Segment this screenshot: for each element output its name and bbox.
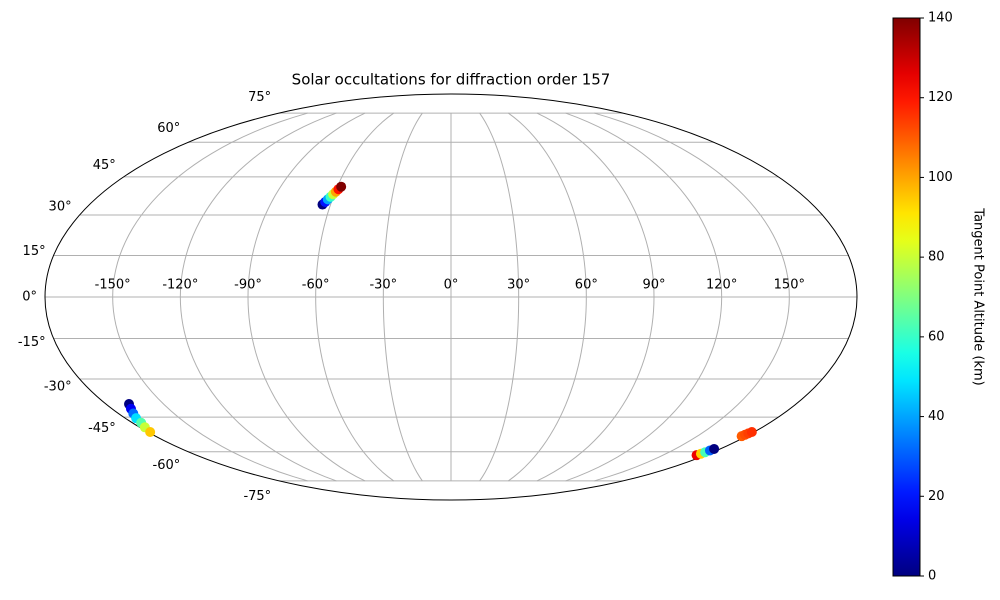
grid-line (507, 112, 587, 482)
x-tick-label: -150° (95, 278, 131, 293)
colorbar-tick-label: 0 (928, 569, 936, 584)
data-point (709, 443, 720, 454)
y-tick-label: 75° (248, 90, 271, 105)
y-tick-label: 45° (93, 158, 116, 173)
y-tick-label: -45° (88, 421, 116, 436)
colorbar-tick-label: 40 (928, 409, 945, 424)
x-tick-label: 30° (507, 278, 530, 293)
colorbar-tick-label: 140 (928, 11, 953, 26)
x-tick-label: -90° (234, 278, 262, 293)
x-tick-label: -30° (369, 278, 397, 293)
y-tick-label: 30° (49, 199, 72, 214)
x-tick-label: 120° (706, 278, 737, 293)
data-point (145, 426, 156, 437)
x-tick-label: -120° (162, 278, 198, 293)
grid-line (479, 112, 520, 482)
x-tick-label: 0° (444, 278, 459, 293)
grid-line (315, 112, 395, 482)
y-tick-label: 60° (157, 121, 180, 136)
x-tick-label: 60° (575, 278, 598, 293)
grid-line (565, 112, 723, 482)
colorbar-tick-label: 80 (928, 250, 945, 265)
colorbar (892, 17, 921, 577)
y-tick-label: 15° (23, 244, 46, 259)
y-tick-label: 0° (22, 290, 37, 305)
grid-line (594, 112, 790, 482)
grid-line (112, 112, 308, 482)
data-point (336, 181, 347, 192)
grid-line (536, 112, 655, 482)
colorbar-tick-label: 100 (928, 170, 953, 185)
x-tick-label: -60° (302, 278, 330, 293)
grid-line (382, 112, 423, 482)
chart-title: Solar occultations for diffraction order… (292, 71, 611, 89)
colorbar-tick-label: 60 (928, 329, 945, 344)
y-tick-label: -75° (243, 489, 271, 504)
map-boundary (44, 93, 858, 501)
grid-line (179, 112, 337, 482)
data-point (746, 426, 757, 437)
y-tick-label: -60° (153, 458, 181, 473)
y-tick-label: -30° (44, 380, 72, 395)
x-tick-label: 90° (642, 278, 665, 293)
colorbar-tick-label: 120 (928, 90, 953, 105)
x-tick-label: 150° (774, 278, 805, 293)
y-tick-label: -15° (18, 335, 46, 350)
grid-line (247, 112, 366, 482)
colorbar-tick-label: 20 (928, 489, 945, 504)
colorbar-label: Tangent Point Altitude (km) (971, 207, 986, 385)
